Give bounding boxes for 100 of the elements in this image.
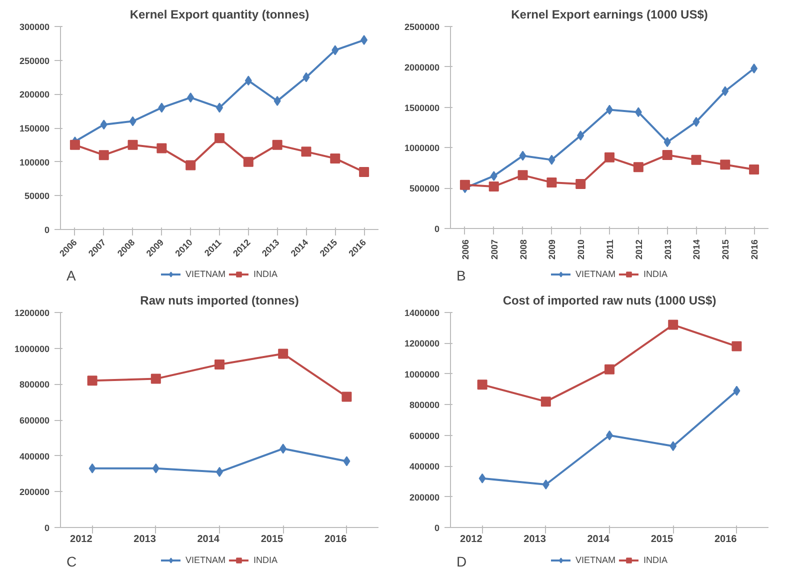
point [670, 441, 677, 452]
y-tick-label: 300000 [19, 22, 50, 32]
y-tick-label: 1500000 [404, 102, 440, 113]
point [604, 152, 614, 162]
x-tick-label: 2013 [134, 534, 156, 545]
point [150, 374, 161, 384]
y-tick-label: 200000 [19, 90, 50, 100]
y-tick-label: 2500000 [404, 22, 440, 32]
y-tick-label: 100000 [19, 157, 50, 168]
text: B [456, 268, 466, 284]
point [187, 92, 194, 103]
x-tick-label: 2014 [197, 534, 220, 545]
point [548, 154, 556, 165]
point [129, 116, 136, 126]
y-tick-label: 200000 [409, 492, 440, 502]
y-tick-label: 150000 [19, 124, 50, 134]
point [662, 150, 672, 160]
point [722, 86, 729, 96]
y-tick-label: 1000000 [404, 369, 440, 380]
x-tick-label: 2006 [460, 239, 470, 260]
point [158, 102, 166, 113]
legend-label: VIETNAM [185, 554, 226, 566]
point [280, 444, 287, 454]
x-tick-label: 2012 [460, 534, 483, 545]
legend-label: VIETNAM [575, 554, 616, 566]
point [330, 153, 340, 164]
point [332, 45, 339, 56]
y-tick-label: 0 [434, 224, 440, 234]
point [518, 170, 528, 180]
x-tick-label: 2009 [547, 239, 558, 260]
point [546, 177, 557, 188]
x-tick-label: 2016 [714, 534, 738, 545]
point [343, 456, 350, 466]
point [460, 180, 470, 190]
chart-title: Raw nuts imported (tonnes) [140, 294, 299, 308]
legend-label: INDIA [644, 268, 668, 280]
text: A [66, 268, 76, 284]
point [100, 120, 108, 130]
point [359, 166, 370, 177]
point [98, 150, 109, 160]
x-tick-label: 2014 [587, 534, 610, 545]
y-tick-label: 0 [434, 523, 440, 533]
y-tick-label: 1400000 [404, 308, 440, 318]
y-tick-label: 0 [44, 225, 50, 235]
point [692, 116, 700, 127]
point [214, 359, 224, 370]
y-tick-label: 400000 [19, 451, 50, 462]
y-tick-label: 600000 [19, 416, 50, 426]
point [272, 140, 282, 150]
point [576, 179, 586, 190]
point [87, 376, 98, 386]
point [70, 140, 80, 150]
x-tick-label: 2014 [692, 239, 702, 260]
point [88, 463, 96, 474]
point [186, 160, 196, 170]
y-tick-label: 50000 [24, 191, 50, 202]
y-tick-label: 1200000 [14, 308, 50, 318]
y-tick-label: 200000 [19, 487, 50, 498]
point [634, 107, 642, 118]
x-tick-label: 2015 [650, 534, 674, 545]
y-tick-label: 250000 [19, 56, 50, 66]
x-tick-label: 2016 [324, 534, 348, 545]
chart-title: Kernel Export earnings (1000 US$) [511, 8, 708, 22]
point [156, 143, 167, 154]
point [302, 72, 310, 82]
point [732, 341, 742, 352]
point [477, 380, 488, 390]
x-tick-label: 2010 [576, 239, 586, 260]
point [278, 348, 288, 359]
y-tick-label: 600000 [409, 430, 440, 441]
x-tick-label: 2008 [518, 239, 528, 260]
x-tick-label: 2011 [605, 239, 615, 260]
point [274, 96, 281, 106]
y-tick-label: 800000 [409, 400, 440, 410]
point [360, 35, 368, 46]
x-tick-label: 2012 [70, 534, 93, 545]
point [540, 396, 551, 407]
y-tick-label: 800000 [19, 380, 50, 390]
point [214, 133, 224, 144]
point [720, 160, 730, 170]
y-tick-label: 1000000 [404, 143, 440, 154]
point [478, 473, 486, 484]
point [664, 137, 671, 148]
legend-label: VIETNAM [575, 268, 616, 280]
point [577, 130, 584, 141]
y-tick-label: 0 [44, 523, 50, 533]
chart-title: Cost of imported raw nuts (1000 US$) [502, 294, 716, 308]
point [733, 386, 740, 396]
y-tick-label: 2000000 [404, 62, 440, 72]
x-tick-label: 2013 [662, 239, 673, 260]
x-tick-label: 2015 [720, 239, 731, 260]
point [128, 140, 138, 150]
point [243, 156, 254, 167]
point [342, 392, 352, 402]
y-tick-label: 400000 [409, 462, 440, 472]
point [542, 480, 550, 490]
x-tick-label: 2013 [524, 534, 546, 545]
x-tick-label: 2012 [634, 239, 644, 260]
point [604, 364, 614, 374]
y-tick-label: 1000000 [14, 344, 50, 354]
